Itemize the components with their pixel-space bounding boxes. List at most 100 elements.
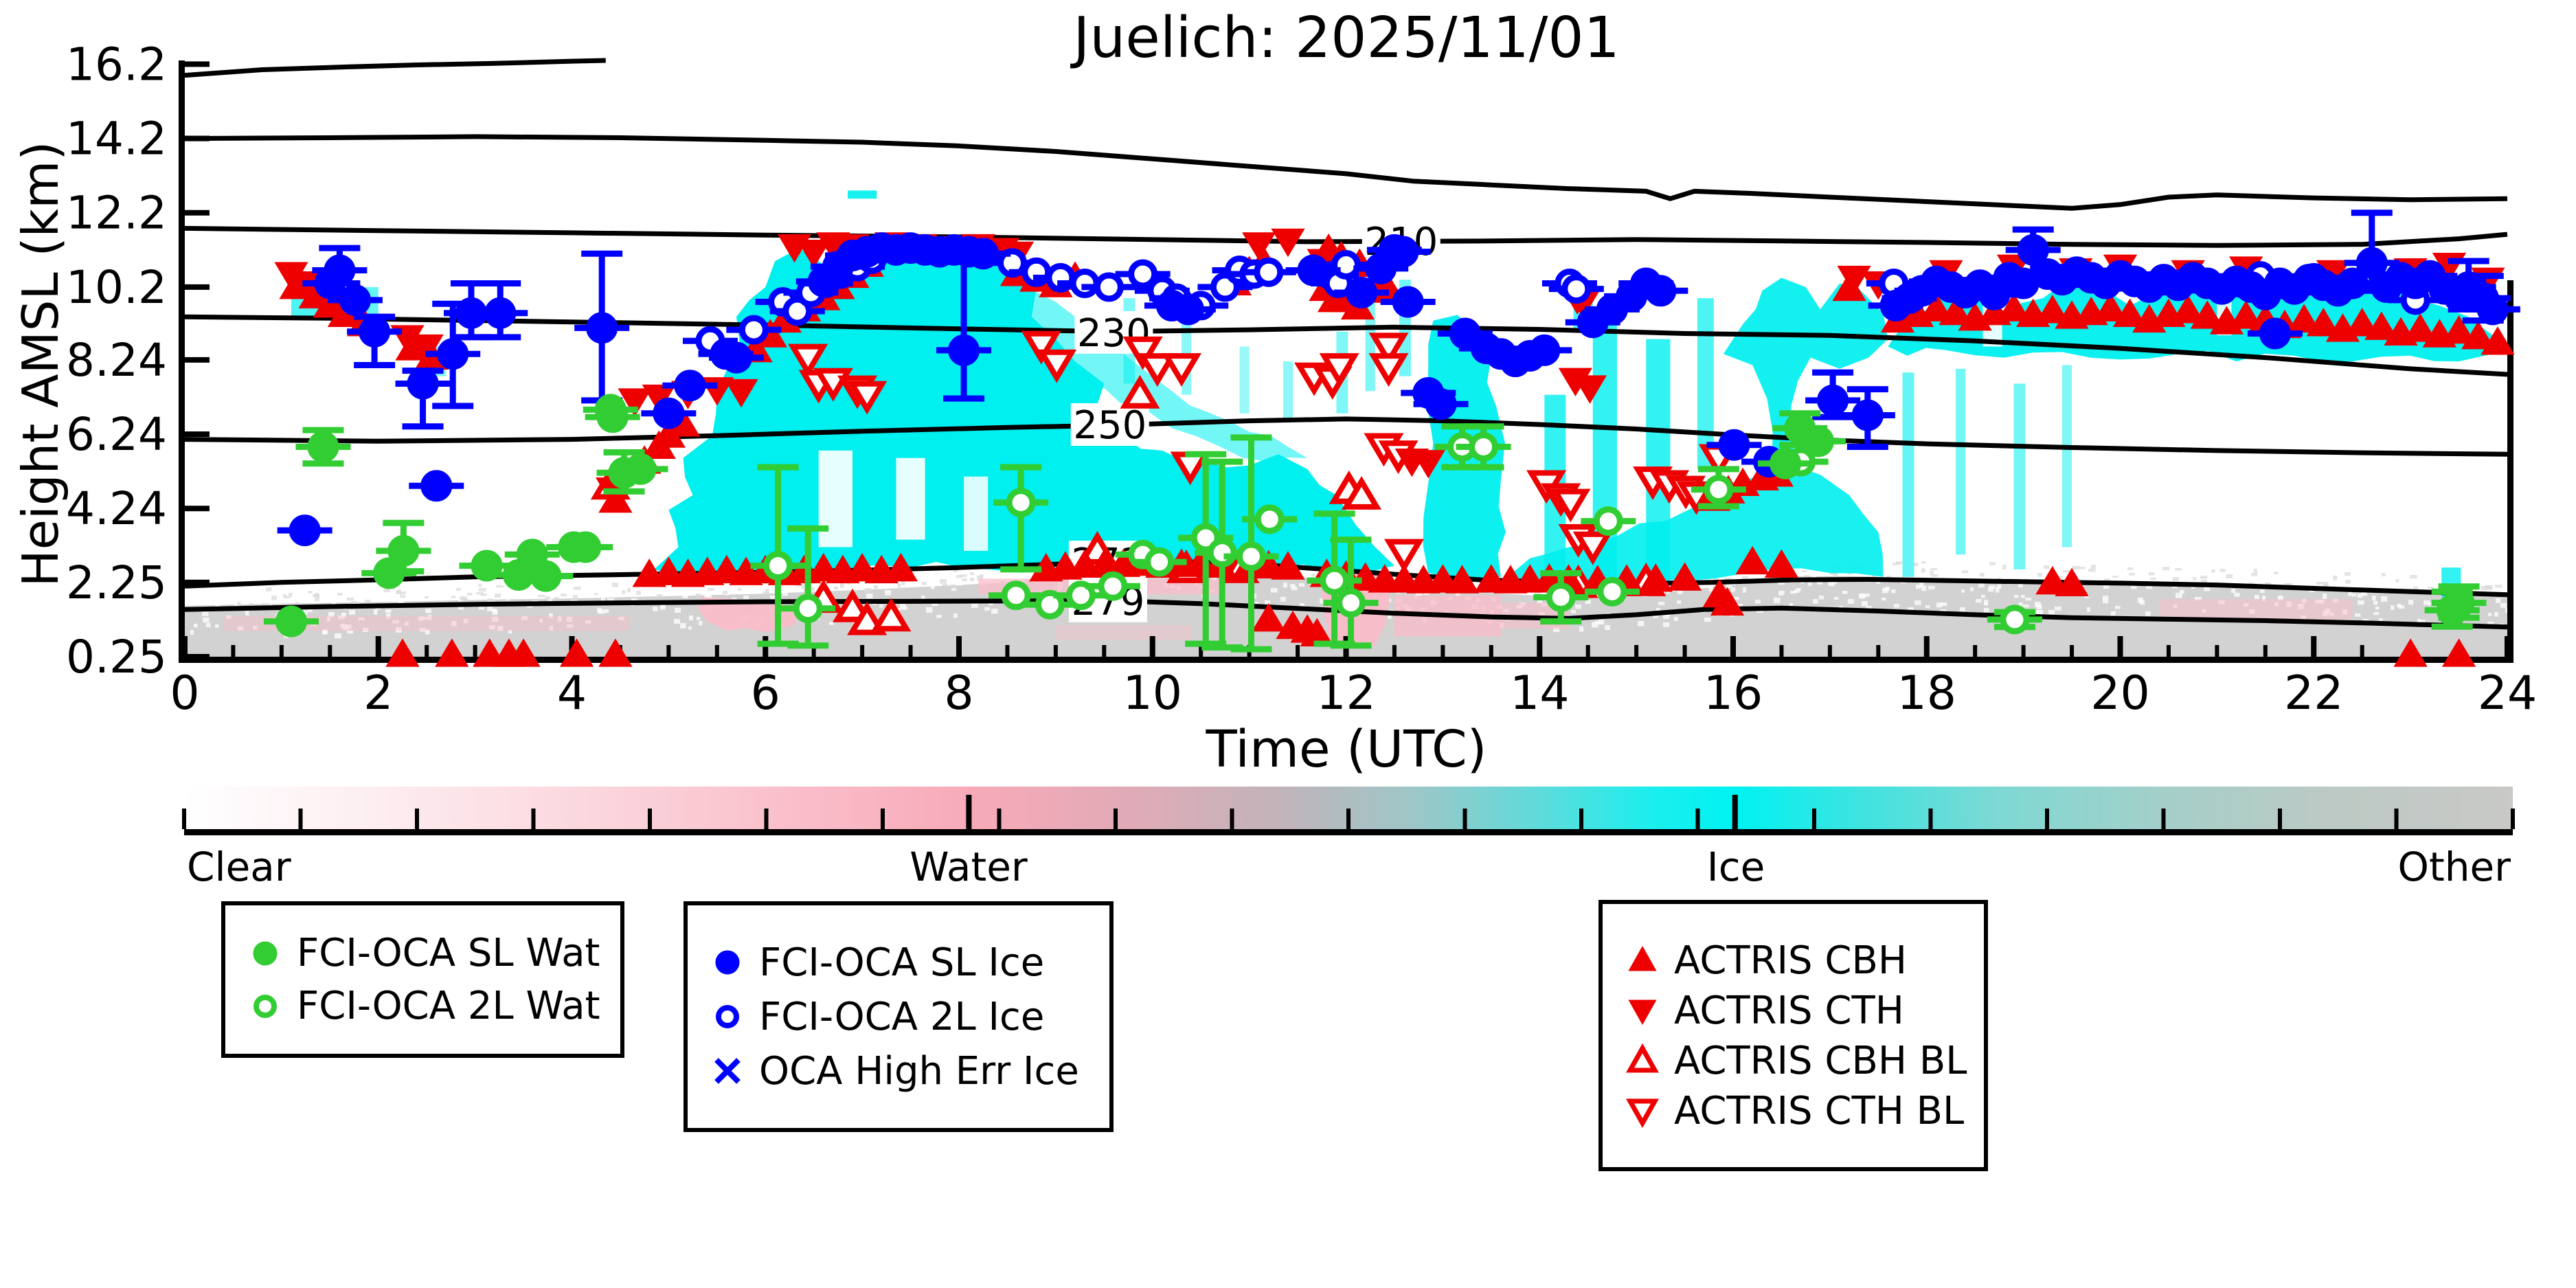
- data-point-sl_wat: [569, 531, 602, 563]
- data-point-2l_wat: [1593, 506, 1623, 536]
- data-point-cbh: [559, 638, 594, 667]
- data-point-2l_wat: [1704, 475, 1734, 505]
- data-point-sl_ice: [484, 297, 517, 329]
- data-point-cth_bl: [1368, 332, 1409, 367]
- data-point-sl_ice: [359, 315, 391, 348]
- data-point-2l_ice: [738, 315, 769, 345]
- data-point-sl_ice: [420, 470, 453, 502]
- colorbar-label-water: Water: [909, 844, 1028, 890]
- y-axis-spine: [179, 60, 185, 663]
- x-tick-label: 20: [2090, 666, 2150, 721]
- legend-entry-label: FCI-OCA SL Ice: [759, 940, 1045, 985]
- data-point-cbh: [2171, 295, 2205, 324]
- data-point-sl_wat: [624, 453, 657, 485]
- y-tick-label: 0.25: [66, 631, 167, 683]
- data-point-2l_ice: [1561, 274, 1592, 304]
- data-point-2l_wat: [1336, 588, 1366, 618]
- data-point-cth: [724, 379, 758, 408]
- legend-entry-label: ACTRIS CTH: [1674, 988, 1904, 1033]
- data-point-sl_ice: [653, 397, 685, 429]
- data-point-sl_wat: [275, 605, 307, 637]
- x-axis-label: Time (UTC): [1206, 720, 1487, 779]
- data-point-2l_ice: [1070, 268, 1100, 298]
- data-point-cbh: [2190, 300, 2224, 329]
- data-point-cbh: [710, 554, 744, 584]
- legend-entry-actris-cth: ACTRIS CTH: [1620, 988, 1966, 1033]
- legend-entry-actris-cth-bl: ACTRIS CTH BL: [1620, 1089, 1966, 1133]
- data-point-cth_bl: [1368, 353, 1409, 387]
- data-point-sl_ice: [1297, 254, 1329, 286]
- x-tick-label: 24: [2478, 666, 2538, 721]
- legend-entry-fci-oca-sl-ice: FCI-OCA SL Ice: [705, 940, 1092, 985]
- legend-entry-label: ACTRIS CBH BL: [1674, 1038, 1967, 1083]
- data-point-cbh: [435, 638, 469, 667]
- data-point-cbh: [2035, 295, 2070, 324]
- y-tick-label: 8.24: [66, 334, 167, 387]
- data-point-2l_wat: [1597, 576, 1627, 607]
- data-point-sl_ice: [1645, 275, 1677, 307]
- data-point-cbh: [2461, 320, 2496, 350]
- legend-entry-label: ACTRIS CBH: [1674, 938, 1908, 983]
- x-tick-label: 14: [1510, 666, 1570, 721]
- data-point-cbh: [2481, 326, 2515, 355]
- data-point-2l_wat: [1006, 488, 1036, 518]
- data-point-sl_ice: [1346, 277, 1378, 309]
- colorbar-label-clear: Clear: [187, 844, 291, 890]
- data-point-sl_wat: [530, 560, 562, 592]
- data-point-sl_wat: [1802, 425, 1834, 457]
- x-tick-label: 2: [363, 666, 393, 721]
- open-triangle-up-icon: [1626, 1043, 1659, 1073]
- data-point-2l_wat: [1098, 571, 1128, 601]
- data-point-sl_ice: [1851, 399, 1884, 431]
- data-point-2l_wat: [2000, 605, 2030, 635]
- data-point-sl_ice: [967, 238, 999, 270]
- data-point-cth_bl: [1572, 531, 1613, 565]
- legend-entry-label: ACTRIS CTH BL: [1674, 1088, 1965, 1133]
- data-point-2l_wat: [763, 551, 793, 581]
- data-point-cbh: [1996, 293, 2031, 321]
- data-point-cbh: [806, 552, 841, 582]
- data-point-cbh: [1919, 293, 1954, 321]
- data-point-cth_bl: [1137, 353, 1177, 387]
- colorbar-label-ice: Ice: [1706, 844, 1765, 890]
- data-point-2l_wat: [1236, 541, 1266, 572]
- data-point-sl_ice: [2017, 234, 2049, 266]
- data-point-cbh: [2055, 567, 2089, 597]
- data-point-cbh_bl: [833, 588, 873, 622]
- data-point-cbh: [1667, 562, 1702, 591]
- data-point-2l_ice: [782, 296, 813, 326]
- page-title: Juelich: 2025/11/01: [1073, 5, 1620, 71]
- data-point-sl_wat: [596, 401, 629, 433]
- data-point-cth_bl: [1037, 349, 1077, 383]
- data-point-cth_bl: [1122, 336, 1163, 370]
- data-point-cth: [618, 388, 652, 417]
- open-circle-icon: [253, 994, 277, 1018]
- colorbar-label-other: Other: [2397, 844, 2511, 890]
- data-point-cth: [1271, 228, 1305, 258]
- data-point-sl_wat: [2443, 587, 2475, 619]
- data-point-cbh: [2306, 308, 2340, 337]
- legend-entry-label: FCI-OCA 2L Wat: [297, 984, 600, 1028]
- y-tick-label: 10.2: [66, 261, 167, 314]
- data-point-cbh: [506, 638, 541, 667]
- data-point-cth_bl: [1383, 539, 1425, 573]
- data-point-2l_wat: [1207, 538, 1237, 568]
- legend-entry-fci-oca-2l-wat: FCI-OCA 2L Wat: [243, 984, 602, 1028]
- data-point-cbh: [2403, 313, 2437, 342]
- data-point-sl_ice: [407, 368, 439, 400]
- data-point-2l_wat: [1254, 504, 1285, 534]
- data-point-cbh: [2345, 308, 2380, 337]
- data-point-cbh: [598, 638, 633, 667]
- series-2l_wat: [750, 423, 2042, 653]
- data-point-cbh: [845, 552, 879, 582]
- data-point-cbh: [1271, 551, 1305, 580]
- legend-box-fci-oca-wat: FCI-OCA SL Wat FCI-OCA 2L Wat: [221, 901, 624, 1058]
- data-point-cth_bl: [788, 343, 828, 378]
- x-axis-spine: [179, 657, 2513, 663]
- y-axis-label: Height AMSL (km): [12, 141, 69, 587]
- data-point-sl_ice: [1392, 286, 1424, 318]
- data-point-cbh_bl: [1120, 374, 1160, 409]
- x-tick-label: 10: [1122, 666, 1182, 721]
- x-tick-label: 6: [751, 666, 780, 721]
